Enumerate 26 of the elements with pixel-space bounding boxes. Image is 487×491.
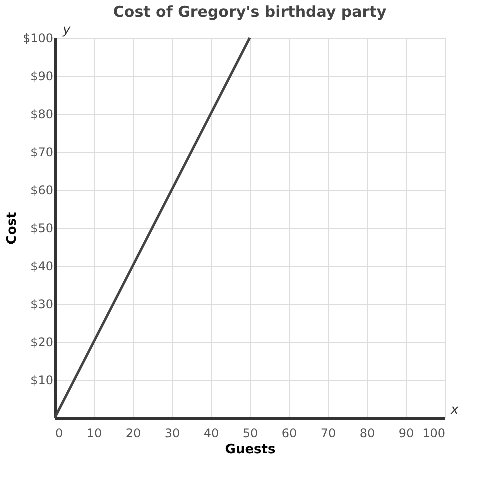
x-tick-label: 50 (242, 426, 258, 440)
y-tick-label: $100 (22, 32, 54, 46)
y-tick-label: $60 (30, 184, 54, 198)
x-tick-label: 80 (360, 426, 376, 440)
y-tick-label: $10 (30, 374, 54, 388)
x-tick-label: 0 (56, 426, 64, 440)
text: y (62, 23, 71, 38)
y-tick-label: $70 (30, 146, 54, 160)
x-tick-label: 60 (282, 426, 298, 440)
y-tick-label: $20 (30, 336, 54, 350)
x-tick-label: 30 (164, 426, 180, 440)
chart-title: Cost of Gregory's birthday party (113, 3, 387, 21)
y-tick-label: $40 (30, 260, 54, 274)
x-tick-label: 100 (422, 426, 446, 440)
x-tick-label: 20 (126, 426, 142, 440)
y-axis-title: Cost (4, 212, 20, 245)
x-tick-label: 40 (204, 426, 220, 440)
y-tick-label: $30 (30, 298, 54, 312)
text: x (450, 403, 459, 418)
y-tick-label: $50 (30, 222, 54, 236)
x-tick-label: 90 (398, 426, 414, 440)
x-tick-label: 70 (320, 426, 336, 440)
x-tick-label: 10 (86, 426, 102, 440)
y-tick-label: $90 (30, 70, 54, 84)
y-tick-label: $80 (30, 108, 54, 122)
x-axis-title: Guests (225, 442, 276, 458)
